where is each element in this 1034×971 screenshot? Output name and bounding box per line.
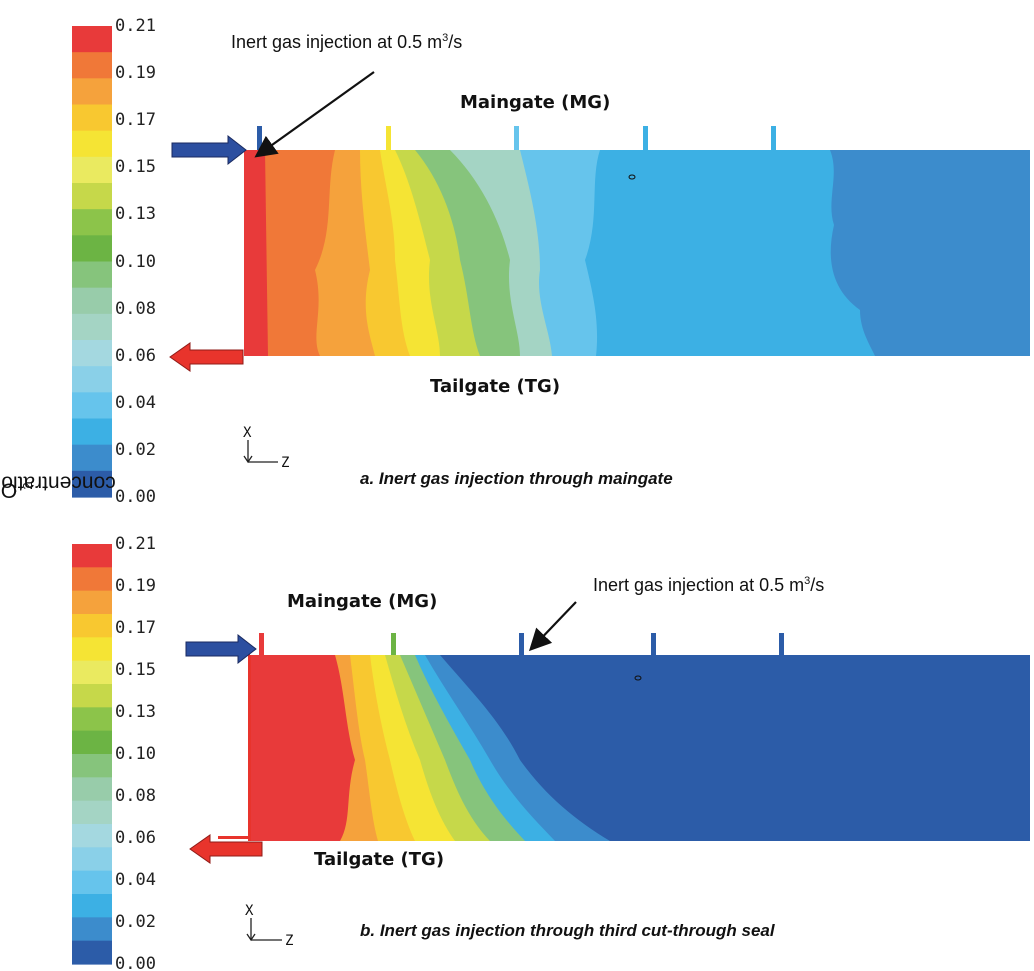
legend-swatch-a-16 [72,444,112,472]
legend-swatch-b-3 [72,614,112,638]
legend-swatch-a-11 [72,313,112,341]
legend-tick-a-1: 0.19 [115,63,156,84]
legend-tick-b-3: 0.15 [115,660,156,680]
legend-swatch-a-5 [72,156,112,184]
legend-swatch-b-15 [72,894,112,918]
legend-swatch-a-2 [72,78,112,106]
seal-stub-b1 [259,633,264,655]
legend-swatch-a-10 [72,287,112,315]
legend-swatch-a-6 [72,183,112,210]
legend-tick-a-8: 0.04 [115,392,156,413]
legend-swatch-a-3 [72,104,112,132]
injection-label-a: Inert gas injection at 0.5 m3/s [231,32,463,52]
legend-swatch-a-14 [72,392,112,420]
seal-stub-a2 [386,126,391,150]
contour-field-b [218,653,1030,841]
legend-swatch-a-1 [72,52,112,79]
seal-stub-a1 [257,126,262,150]
legend-tick-a-4: 0.13 [115,204,156,225]
legend-swatch-a-8 [72,235,112,263]
maingate-label-a: Maingate (MG) [460,92,611,113]
legend-swatch-b-8 [72,730,112,755]
legend-tick-a-3: 0.15 [115,157,156,178]
seal-stub-a4 [643,126,648,150]
legend-swatch-b-0 [72,544,112,568]
color-legend-b [72,544,112,965]
legend-swatch-a-9 [72,261,112,289]
legend-swatch-b-7 [72,707,112,732]
legend-tick-b-8: 0.04 [115,870,156,890]
legend-swatch-a-15 [72,418,112,446]
axis-z-label-a: Z [281,455,290,471]
legend-tick-b-6: 0.08 [115,786,156,806]
seal-stub-b2 [391,633,396,655]
legend-tick-b-10: 0.00 [115,954,156,971]
legend-tick-b-4: 0.13 [115,702,156,722]
legend-tick-a-5: 0.10 [115,251,156,272]
legend-swatch-b-6 [72,684,112,708]
legend-tick-a-10: 0.00 [115,487,156,507]
legend-swatch-a-12 [72,340,112,367]
legend-tick-b-1: 0.19 [115,576,156,596]
contour-field-a [244,150,1030,356]
legend-swatch-b-10 [72,777,112,802]
seal-stub-b4 [651,633,656,655]
legend-swatch-a-7 [72,209,112,236]
seal-stub-b3 [519,633,524,655]
color-legend-a [72,26,112,498]
caption-b: b. Inert gas injection through third cut… [360,921,775,940]
legend-tick-a-9: 0.02 [115,439,156,460]
legend-swatch-a-0 [72,26,112,53]
tailgate-label-b: Tailgate (TG) [314,849,445,870]
legend-swatch-b-1 [72,567,112,592]
inflow-arrow-b [185,633,257,665]
legend-swatch-b-11 [72,800,112,825]
legend-tick-b-7: 0.06 [115,828,156,848]
legend-swatch-a-13 [72,366,112,393]
inflow-arrow-a [171,134,247,166]
seal-stub-a5 [771,126,776,150]
seal-stub-b5 [779,633,784,655]
legend-swatch-b-9 [72,754,112,778]
axis-z-label-b: Z [285,933,294,949]
axis-triad-a [243,440,278,464]
legend-tick-b-0: 0.21 [115,534,156,554]
axis-x-label-b: X [245,903,254,919]
legend-swatch-b-13 [72,847,112,872]
maingate-label-b: Maingate (MG) [287,591,438,612]
legend-swatch-b-14 [72,870,112,895]
legend-tick-b-5: 0.10 [115,744,156,764]
tailgate-label-a: Tailgate (TG) [430,376,561,397]
legend-tick-b-9: 0.02 [115,912,156,932]
axis-x-label-a: X [243,425,252,441]
legend-tick-a-0: 0.21 [115,16,156,36]
legend-tick-b-2: 0.17 [115,618,156,638]
legend-swatch-b-12 [72,824,112,848]
legend-swatch-a-17 [72,470,112,498]
outflow-arrow-b [189,834,263,864]
legend-swatch-b-4 [72,637,112,662]
injection-pointer-b [528,601,577,652]
legend-swatch-b-16 [72,917,112,942]
legend-swatch-b-17 [72,940,112,965]
outflow-arrow-a [169,342,244,372]
seal-stub-a3 [514,126,519,150]
injection-label-b: Inert gas injection at 0.5 m3/s [593,575,825,595]
legend-tick-a-2: 0.17 [115,110,156,131]
legend-tick-a-7: 0.06 [115,345,156,366]
axis-triad-b [246,918,282,942]
legend-swatch-b-5 [72,660,112,685]
caption-a: a. Inert gas injection through maingate [360,469,673,488]
legend-swatch-b-2 [72,590,112,615]
legend-swatch-a-4 [72,130,112,158]
injection-pointer-a [254,71,375,158]
legend-tick-a-6: 0.08 [115,298,156,319]
